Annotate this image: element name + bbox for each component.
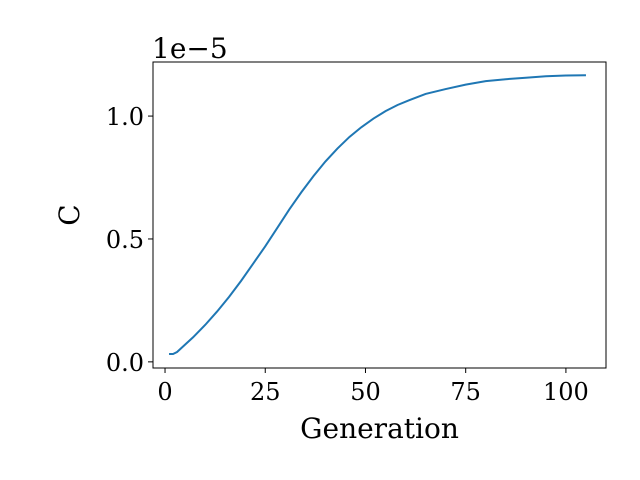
- x-axis-ticks: 0 25 50 75 100: [157, 368, 589, 406]
- x-tick-label: 25: [250, 378, 281, 406]
- series-line: [169, 74, 586, 355]
- y-offset-label: 1e−5: [152, 32, 228, 65]
- y-axis-ticks: 0.0 0.5 1.0: [106, 103, 153, 377]
- plot-frame: [152, 61, 607, 369]
- x-tick-label: 0: [157, 378, 172, 406]
- x-axis-title: Generation: [300, 412, 459, 445]
- y-tick-label: 0.5: [106, 226, 144, 254]
- y-tick-label: 1.0: [106, 103, 144, 131]
- x-tick-label: 50: [350, 378, 381, 406]
- x-tick-label: 75: [450, 378, 481, 406]
- x-tick-label: 100: [543, 378, 589, 406]
- y-tick-label: 0.0: [106, 349, 144, 377]
- y-axis-title: C: [53, 204, 86, 225]
